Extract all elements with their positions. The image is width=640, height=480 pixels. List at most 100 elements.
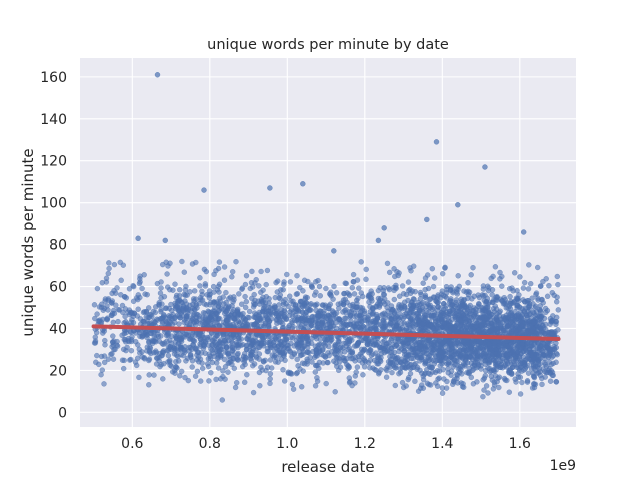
scatter-point: [343, 310, 349, 316]
scatter-point: [494, 293, 500, 300]
scatter-point: [343, 343, 349, 349]
scatter-point: [396, 302, 402, 308]
scatter-point: [240, 353, 247, 360]
scatter-point: [407, 362, 413, 368]
scatter-point: [370, 351, 376, 357]
scatter-point: [486, 285, 492, 291]
scatter-point: [413, 305, 420, 311]
scatter-point: [130, 320, 137, 326]
scatter-point: [361, 364, 368, 370]
chart-title: unique words per minute by date: [207, 37, 449, 53]
scatter-point: [546, 283, 552, 289]
scatter-point: [484, 295, 490, 301]
scatter-point: [363, 276, 369, 282]
scatter-point: [211, 299, 217, 305]
scatter-point: [513, 379, 519, 385]
scatter-point: [102, 342, 108, 348]
scatter-point: [165, 263, 171, 269]
scatter-point: [184, 355, 191, 361]
scatter-point: [117, 259, 124, 266]
scatter-point: [258, 268, 264, 275]
scatter-point: [320, 322, 326, 329]
scatter-point: [338, 344, 344, 350]
scatter-point: [146, 372, 152, 378]
scatter-point: [399, 283, 406, 289]
scatter-point: [476, 301, 482, 307]
scatter-point: [428, 382, 434, 388]
scatter-point: [467, 349, 473, 355]
scatter-point: [298, 316, 304, 322]
scatter-point: [326, 303, 332, 309]
scatter-point: [181, 291, 187, 298]
scatter-point: [441, 301, 447, 307]
scatter-point: [360, 372, 366, 378]
scatter-point: [526, 262, 532, 268]
scatter-point: [490, 306, 497, 312]
scatter-point: [235, 350, 241, 357]
scatter-point: [202, 283, 209, 289]
scatter-point: [504, 351, 510, 358]
scatter-point: [524, 379, 531, 385]
scatter-point: [505, 323, 511, 329]
scatter-point: [553, 350, 560, 357]
scatter-point: [515, 374, 522, 380]
scatter-point: [544, 293, 551, 299]
scatter-point: [249, 337, 256, 343]
scatter-point: [119, 357, 126, 363]
scatter-point: [407, 371, 414, 377]
scatter-point: [110, 319, 117, 326]
scatter-point: [173, 364, 179, 371]
scatter-point: [233, 319, 240, 326]
scatter-point: [553, 379, 559, 385]
scatter-point: [176, 287, 183, 293]
scatter-point: [447, 341, 453, 348]
scatter-point: [135, 342, 141, 348]
grid: [80, 58, 576, 427]
scatter-point: [260, 308, 266, 315]
scatter-point: [111, 307, 117, 314]
scatter-point: [139, 285, 145, 292]
scatter-point: [350, 301, 356, 308]
scatter-point: [425, 285, 432, 292]
scatter-point: [500, 301, 507, 307]
scatter-point: [535, 297, 541, 303]
scatter-point: [197, 378, 204, 384]
scatter-point: [515, 343, 521, 349]
scatter-point: [542, 374, 548, 380]
scatter-point: [468, 344, 474, 350]
scatter-point: [426, 309, 432, 315]
y-tick-label: 120: [40, 154, 67, 170]
scatter-point: [525, 298, 532, 304]
scatter-point: [158, 279, 164, 285]
scatter-point: [522, 279, 528, 286]
scatter-point: [170, 287, 176, 293]
scatter-point: [258, 364, 264, 371]
scatter-point: [251, 291, 257, 298]
scatter-point: [103, 275, 110, 281]
scatter-point: [420, 373, 426, 379]
scatter-point: [312, 320, 318, 326]
scatter-point: [276, 295, 282, 301]
scatter-point: [158, 309, 164, 315]
scatter-point: [492, 327, 499, 333]
scatter-point: [115, 318, 121, 325]
scatter-point: [541, 360, 548, 366]
scatter-point: [250, 300, 257, 306]
scatter-point: [201, 266, 208, 273]
scatter-point: [110, 356, 117, 362]
scatter-point: [106, 265, 112, 272]
scatter-point: [422, 359, 428, 365]
scatter-point: [226, 337, 232, 344]
scatter-point: [106, 260, 112, 266]
scatter-point: [402, 340, 409, 346]
scatter-point: [165, 352, 172, 359]
scatter-point: [189, 346, 195, 353]
outlier-point: [381, 225, 387, 231]
scatter-point: [421, 344, 428, 350]
scatter-point: [272, 304, 278, 310]
scatter-point: [214, 320, 220, 326]
scatter-point: [346, 375, 352, 381]
scatter-point: [554, 314, 560, 321]
scatter-point: [114, 342, 120, 348]
scatter-point: [376, 369, 382, 376]
